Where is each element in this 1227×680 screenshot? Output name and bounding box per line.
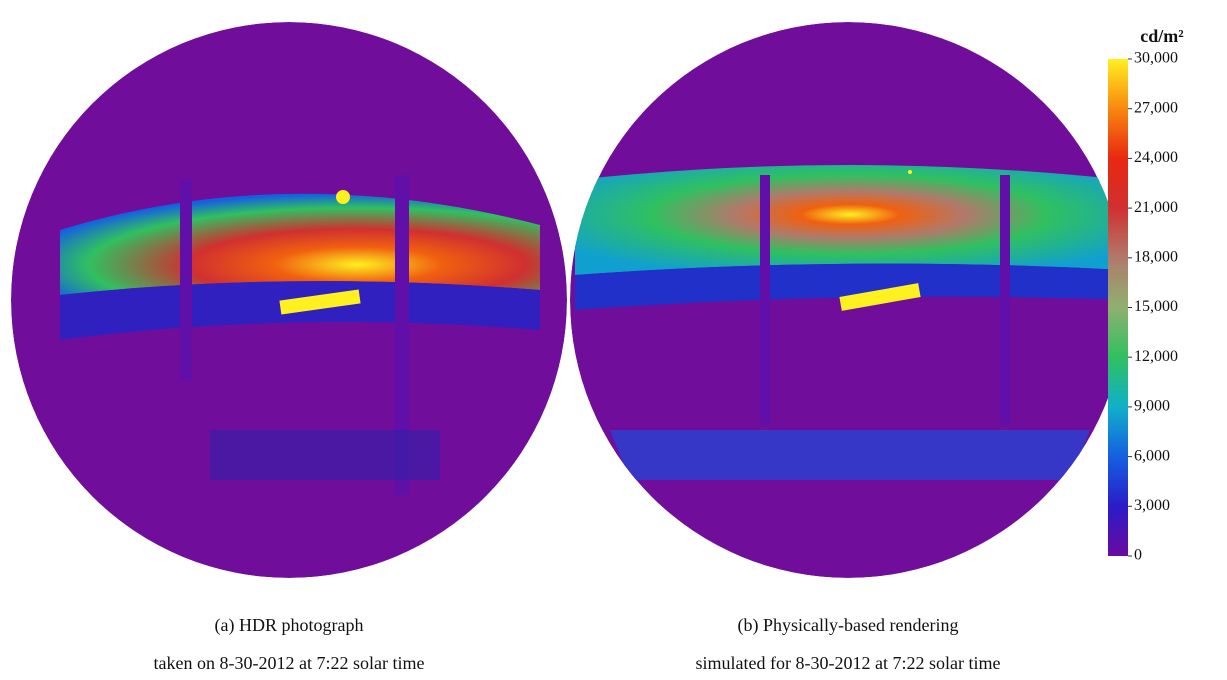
figure: cd/m² (a) HDR photograph taken on 8-30-2… bbox=[0, 0, 1227, 675]
hdr-photo bbox=[11, 22, 567, 578]
colorbar-tick-label: 18,000 bbox=[1134, 248, 1178, 265]
colorbar-tick-label: 9,000 bbox=[1134, 398, 1170, 415]
caption: (b) Physically-based rendering bbox=[738, 615, 959, 636]
colorbar-unit: cd/m² bbox=[1140, 26, 1183, 46]
colorbar-tick-label: 6,000 bbox=[1134, 447, 1170, 464]
subcaption: simulated for 8-30-2012 at 7:22 solar ti… bbox=[696, 653, 1001, 673]
subcaption: taken on 8-30-2012 at 7:22 solar time bbox=[154, 653, 425, 673]
colorbar-tick-label: 15,000 bbox=[1134, 298, 1178, 315]
colorbar-tick-label: 27,000 bbox=[1134, 99, 1178, 116]
colorbar-tick-label: 3,000 bbox=[1134, 497, 1170, 514]
colorbar-tick-label: 21,000 bbox=[1134, 199, 1178, 216]
colorbar-tick-label: 30,000 bbox=[1134, 50, 1178, 67]
colorbar bbox=[1108, 59, 1128, 556]
colorbar-tick-label: 12,000 bbox=[1134, 348, 1178, 365]
caption: (a) HDR photograph bbox=[215, 615, 364, 636]
colorbar-tick-label: 0 bbox=[1134, 547, 1142, 564]
rendering bbox=[570, 22, 1126, 578]
colorbar-tick-label: 24,000 bbox=[1134, 149, 1178, 166]
